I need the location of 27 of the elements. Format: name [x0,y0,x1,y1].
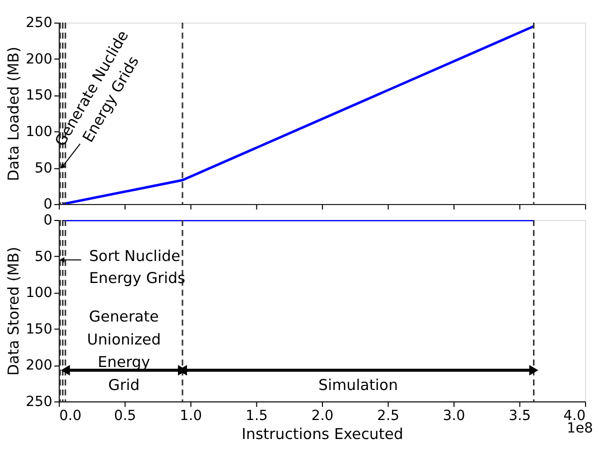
y-tick-label: 50 [34,160,52,176]
x-tick-label: 3.0 [442,408,466,424]
y-tick-label: 150 [26,321,52,338]
x-tick-label: 0.5 [114,408,136,424]
y-tick-label: 100 [26,285,52,302]
y-tick-label: 250 [26,15,52,32]
y-tick-label: 0 [43,212,52,228]
x-axis-title: Instructions Executed [242,424,404,443]
x-tick-label: 3.5 [508,408,531,424]
annotation: Simulation [318,376,398,394]
annotation: Sort Nuclide Energy Grids [89,246,186,287]
y-tick-label: 200 [26,358,52,374]
y-tick-label: 0 [43,196,52,213]
y-axis-title: Data Loaded (MB) [4,46,23,182]
y-tick-label: 250 [26,394,52,410]
y-tick-label: 50 [34,248,52,265]
x-tick-label: 1.0 [180,408,202,424]
y-axis-title: Data Stored (MB) [4,246,23,376]
y-tick-label: 200 [26,51,52,68]
text: 1e8 [566,420,594,436]
annotation: Generate Unionized Energy Grid [87,307,161,394]
y-tick-label: 100 [26,124,52,140]
x-tick-label: 2.5 [377,408,400,424]
x-tick-label: 1.5 [246,408,268,424]
x-tick-label: 0.0 [59,408,82,424]
y-tick-label: 150 [26,88,52,104]
x-tick-label: 2.0 [311,408,334,424]
